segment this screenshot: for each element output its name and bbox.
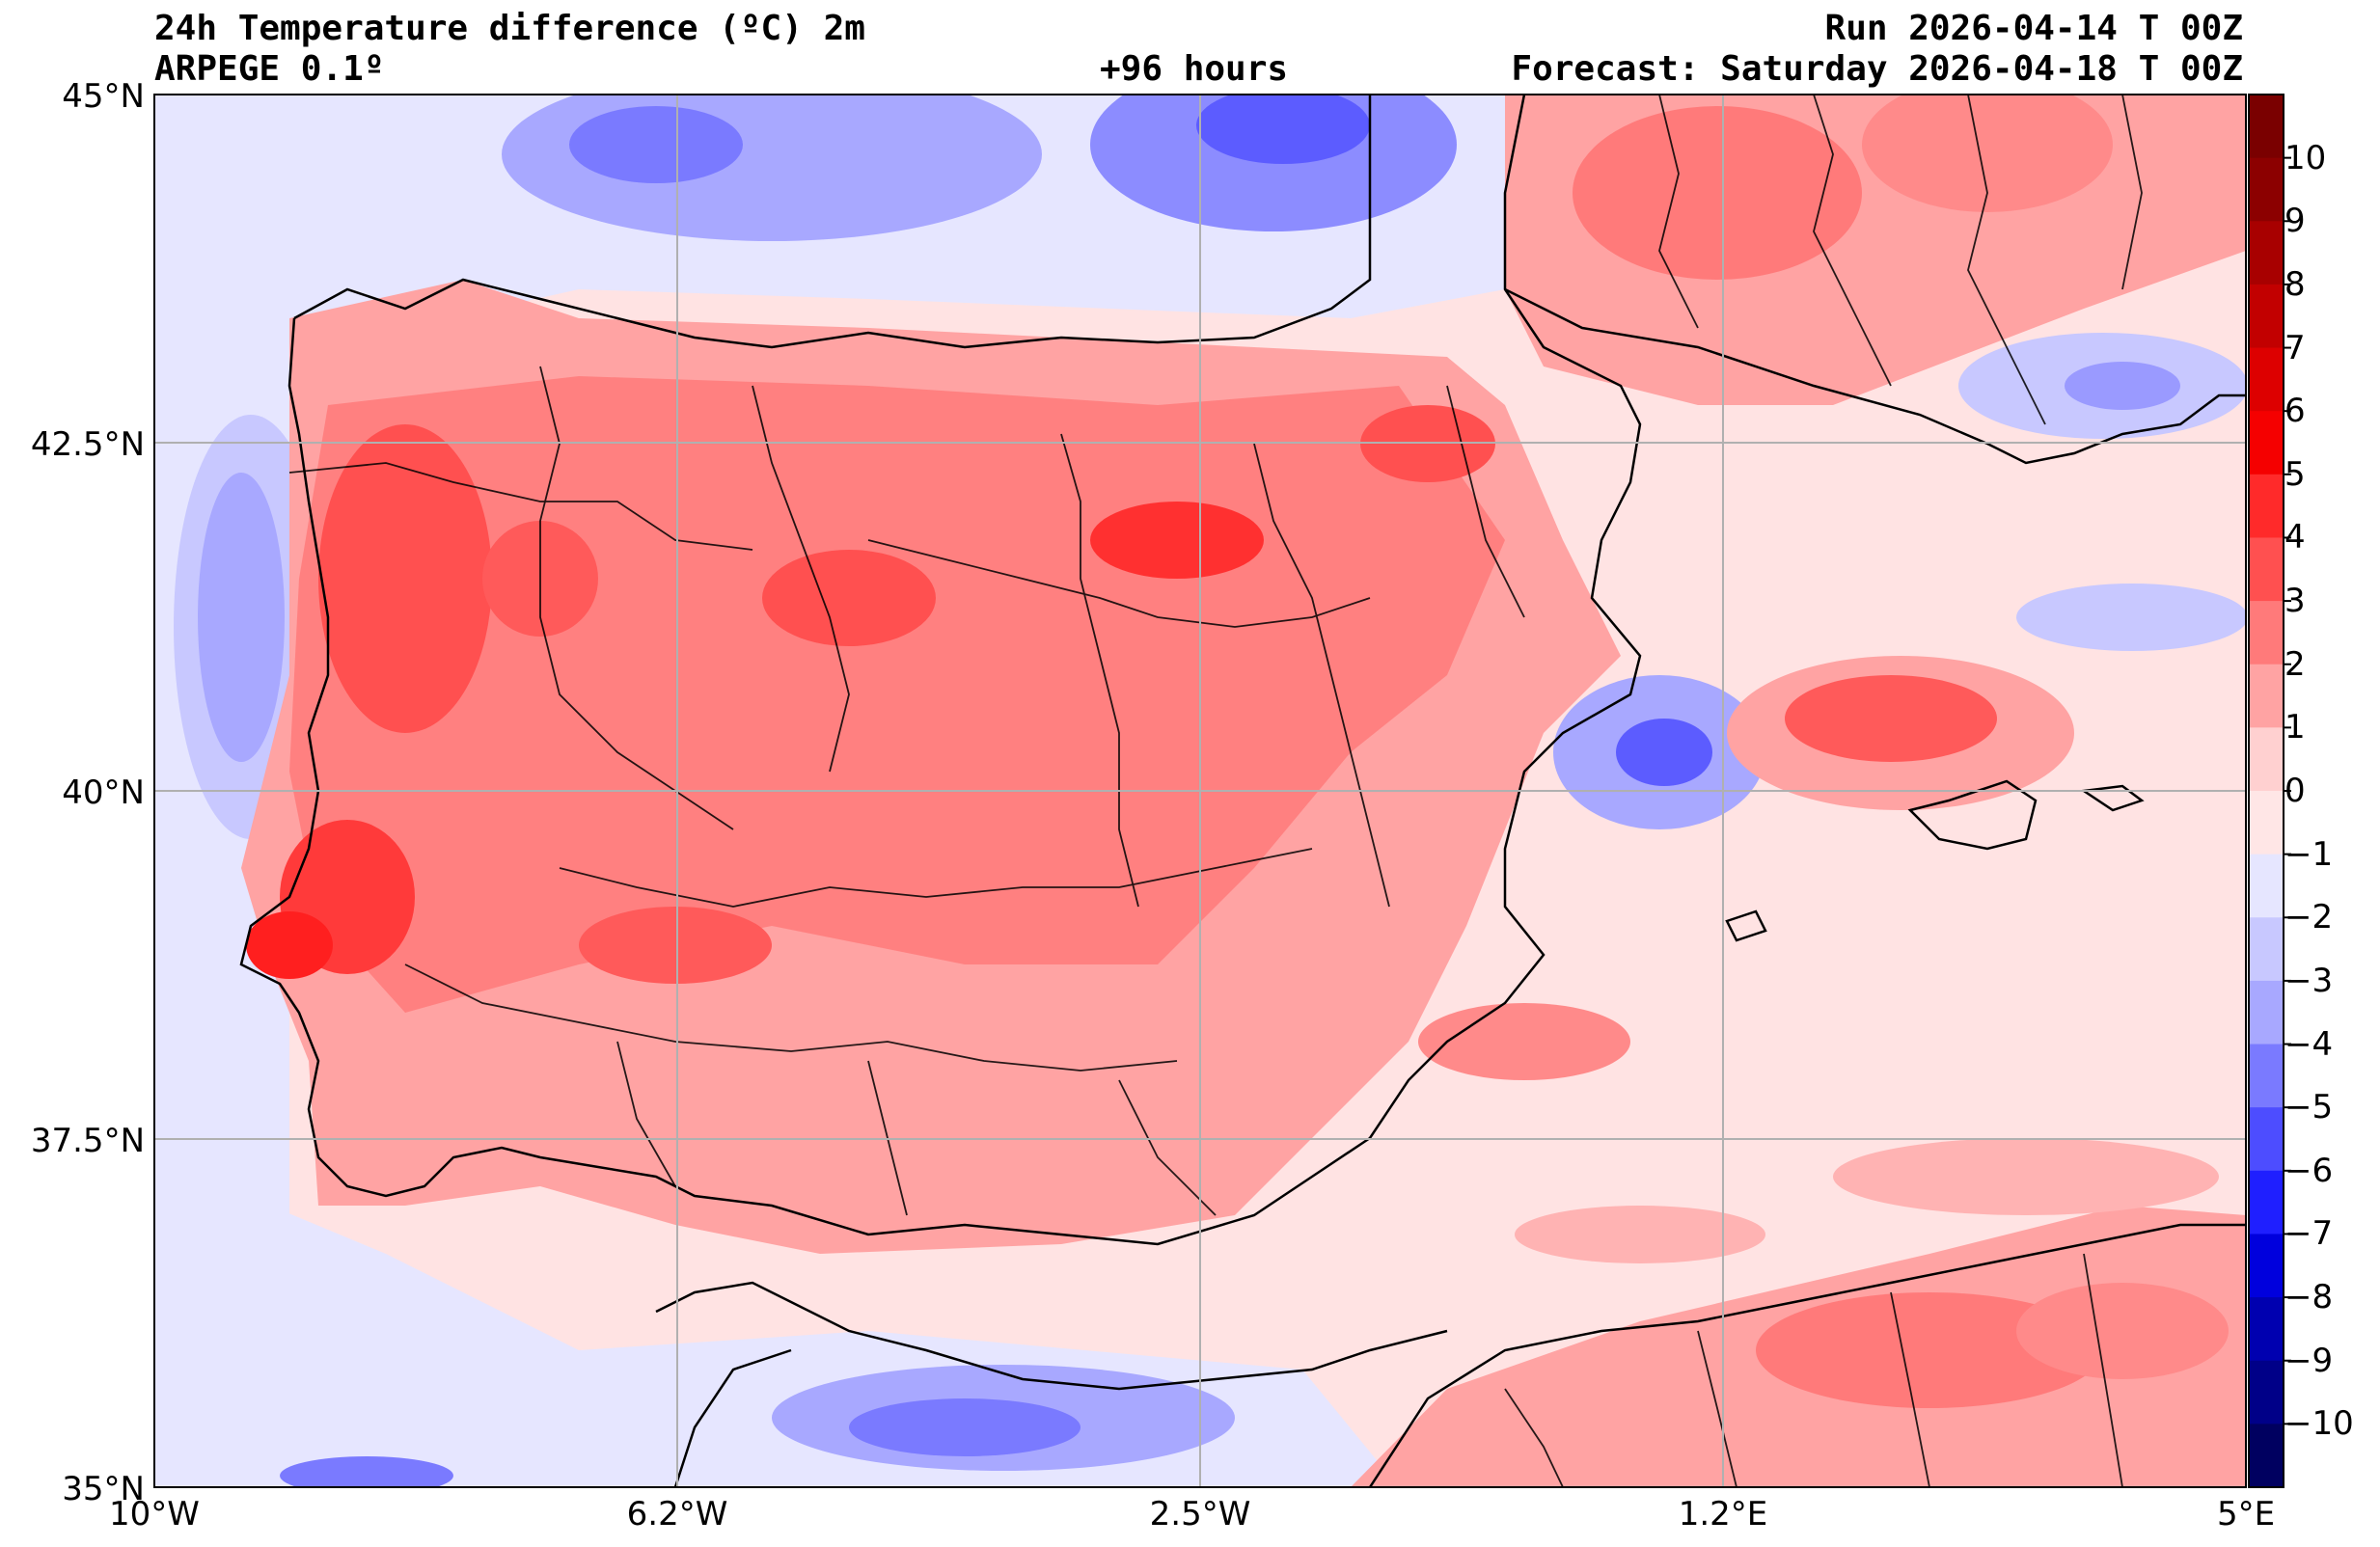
colorbar-swatch [2249, 1170, 2284, 1235]
lead-time: +96 hours [1100, 49, 1289, 89]
colorbar-tick-label: 7 [2284, 328, 2306, 367]
colorbar-swatch [2249, 95, 2284, 159]
colorbar-tick-label: −3 [2284, 961, 2334, 1000]
colorbar-swatch [2249, 917, 2284, 982]
colorbar-tick-label: 1 [2284, 708, 2306, 747]
lat-label-37-5: 37.5°N [30, 1122, 145, 1160]
colorbar-swatch [2249, 347, 2284, 412]
colorbar-swatch [2249, 474, 2284, 538]
colorbar-tick-label: −9 [2284, 1341, 2334, 1380]
forecast-time: Forecast: Saturday 2026-04-18 T 00Z [1511, 49, 2243, 89]
colorbar-swatch [2249, 157, 2284, 222]
lon-label-5e: 5°E [2216, 1495, 2276, 1533]
colorbar-tick-label: −2 [2284, 898, 2334, 937]
colorbar-tick-label: −4 [2284, 1024, 2334, 1064]
colorbar-swatch [2249, 411, 2284, 475]
lon-label-10w: 10°W [109, 1495, 200, 1533]
admin-borders [288, 95, 2143, 1487]
colorbar-swatch [2249, 1234, 2284, 1298]
colorbar-swatch [2249, 601, 2284, 665]
lat-label-40: 40°N [62, 774, 145, 812]
model-name: ARPEGE 0.1º [154, 49, 385, 89]
colorbar-tick-label: 8 [2284, 264, 2306, 304]
lat-label-35: 35°N [62, 1470, 145, 1508]
colorbar [2249, 95, 2291, 1488]
colorbar-swatch [2249, 980, 2284, 1045]
colorbar-tick-label: −6 [2284, 1151, 2334, 1190]
colorbar-tick-label: −10 [2284, 1404, 2354, 1444]
colorbar-tick-label: −1 [2284, 834, 2334, 874]
colorbar-tick-label: 4 [2284, 518, 2306, 557]
colorbar-swatch [2249, 1424, 2284, 1488]
lon-label-1-2e: 1.2°E [1678, 1495, 1768, 1533]
colorbar-tick-label: 2 [2284, 644, 2306, 684]
colorbar-swatch [2249, 791, 2284, 855]
graticule [154, 95, 2246, 1487]
lon-label-2-5w: 2.5°W [1149, 1495, 1251, 1533]
lat-label-45: 45°N [62, 77, 145, 116]
lat-label-42-5: 42.5°N [30, 425, 145, 464]
colorbar-tick-label: −7 [2284, 1214, 2334, 1254]
coastline [239, 95, 2246, 1487]
colorbar-swatch [2249, 1297, 2284, 1362]
chart-title: 24h Temperature difference (ºC) 2m [154, 9, 865, 48]
colorbar-tick-label: 6 [2284, 392, 2306, 431]
colorbar-tick-label: 10 [2284, 138, 2327, 177]
colorbar-tick-label: 9 [2284, 202, 2306, 241]
map-frame [153, 94, 2247, 1488]
colorbar-swatch [2249, 727, 2284, 792]
colorbar-swatch [2249, 854, 2284, 918]
colorbar-swatch [2249, 1044, 2284, 1108]
colorbar-tick-label: 0 [2284, 772, 2306, 810]
colorbar-tick-label: −8 [2284, 1278, 2334, 1317]
colorbar-swatch [2249, 221, 2284, 285]
colorbar-tick-label: −5 [2284, 1088, 2334, 1127]
colorbar-swatch [2249, 284, 2284, 349]
colorbar-tick-label: 3 [2284, 582, 2306, 621]
lon-label-6-2w: 6.2°W [626, 1495, 728, 1533]
colorbar-swatch [2249, 1107, 2284, 1172]
run-time: Run 2026-04-14 T 00Z [1824, 9, 2243, 48]
colorbar-swatch [2249, 664, 2284, 728]
colorbar-tick-label: 5 [2284, 454, 2306, 494]
colorbar-swatch [2249, 1360, 2284, 1425]
colorbar-swatch [2249, 537, 2284, 602]
